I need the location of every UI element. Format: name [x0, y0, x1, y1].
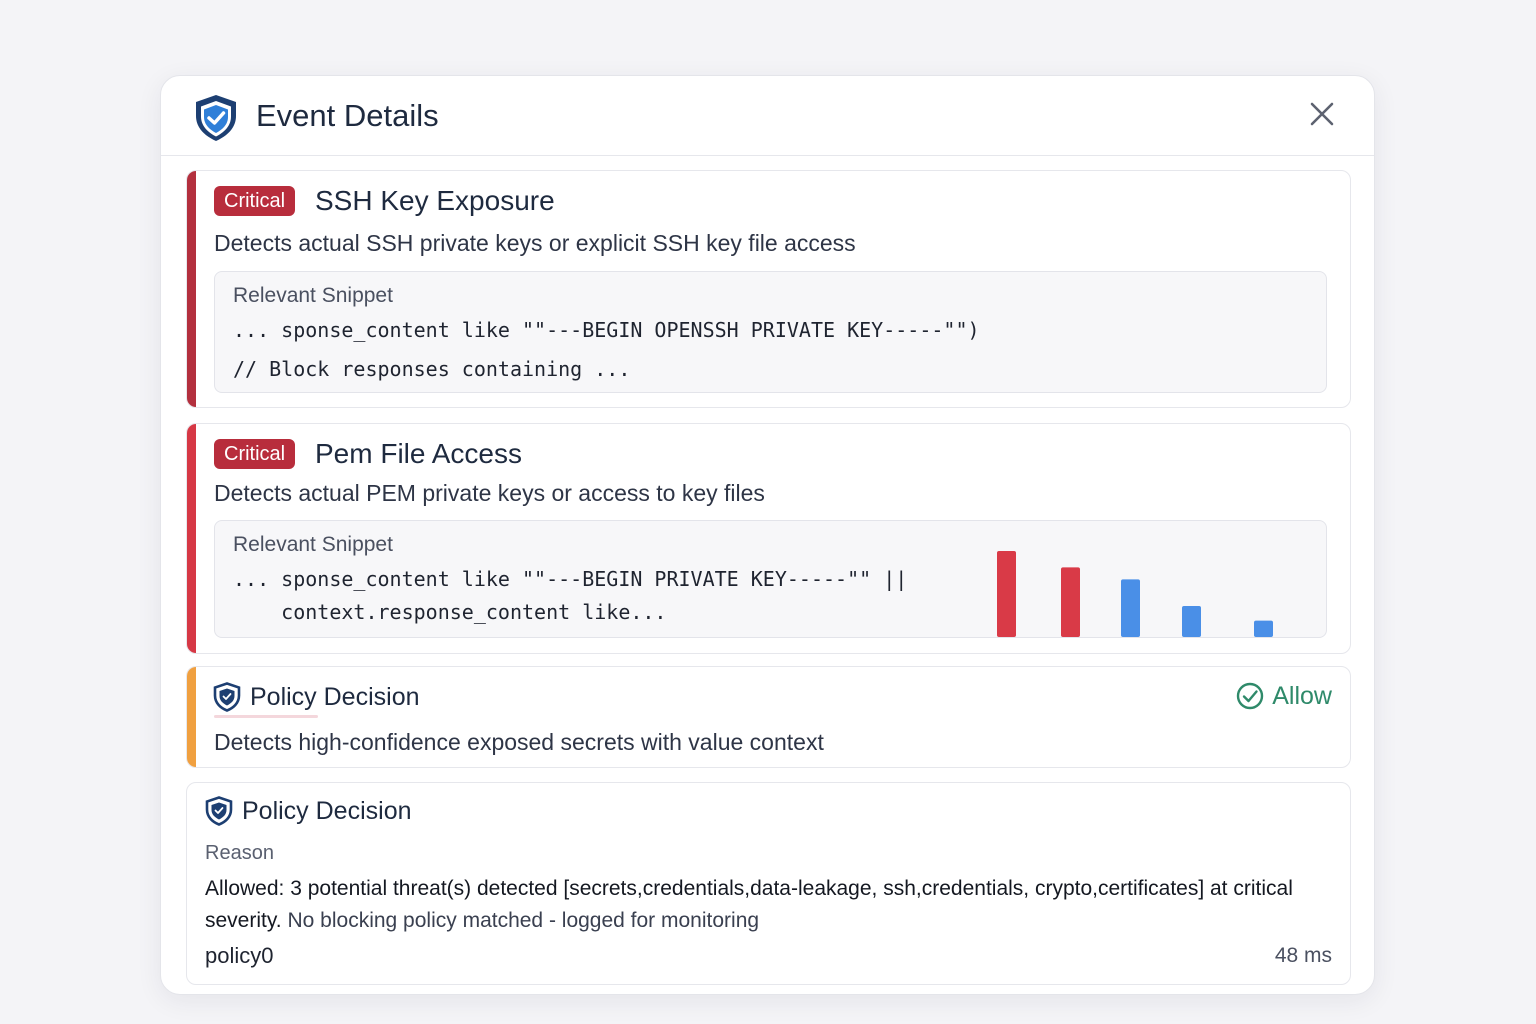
rule-title: SSH Key Exposure — [315, 185, 555, 216]
rule-description: Detects actual SSH private keys or expli… — [214, 230, 856, 256]
modal-header: Event Details — [161, 76, 1374, 156]
chart-bar-4 — [1182, 606, 1201, 637]
severity-accent — [187, 171, 196, 407]
shield-icon — [205, 796, 233, 826]
policy-decision-card[interactable]: Policy Decision Allow Detects high-confi… — [186, 666, 1351, 768]
severity-badge: Critical — [214, 186, 296, 216]
shield-icon — [196, 95, 236, 141]
snippet-line: ... sponse_content like ""---BEGIN OPENS… — [233, 318, 980, 342]
rule-title: Pem File Access — [315, 438, 522, 469]
snippet-line: ... sponse_content like ""---BEGIN PRIVA… — [233, 567, 908, 591]
code-snippet: Relevant Snippet ... sponse_content like… — [214, 520, 1327, 638]
reason-text: Allowed: 3 potential threat(s) detected … — [205, 873, 1345, 937]
severity-accent — [187, 424, 196, 653]
reason-detail: No blocking policy matched - logged for … — [287, 909, 760, 932]
snippet-line: context.response_content like... — [233, 600, 667, 624]
check-circle-icon — [1237, 682, 1264, 710]
chart-bar-5 — [1254, 620, 1273, 637]
modal-title: Event Details — [256, 98, 439, 133]
severity-bar-chart — [997, 551, 1273, 637]
reason-label: Reason — [205, 842, 274, 864]
event-details-modal: Event Details Critical SSH Key Exposure … — [160, 75, 1375, 995]
reason-summary: Allowed: 3 potential threat(s) detected … — [205, 877, 1293, 932]
snippet-line: // Block responses containing ... — [233, 357, 631, 381]
rule-card-pem-file-access[interactable]: Critical Pem File Access Detects actual … — [186, 423, 1351, 654]
shield-icon — [213, 682, 241, 712]
decision-status: Allow — [1236, 680, 1332, 712]
snippet-label: Relevant Snippet — [233, 533, 393, 556]
decision-accent — [187, 667, 196, 767]
code-snippet: Relevant Snippet ... sponse_content like… — [214, 271, 1327, 393]
section-title: Policy Decision — [242, 797, 412, 825]
decision-status-label: Allow — [1272, 682, 1332, 710]
snippet-label: Relevant Snippet — [233, 284, 393, 307]
decision-description: Detects high-confidence exposed secrets … — [214, 729, 824, 755]
severity-badge: Critical — [214, 439, 296, 469]
policy-summary-card: Policy Decision Reason Allowed: 3 potent… — [186, 782, 1351, 985]
rule-description: Detects actual PEM private keys or acces… — [214, 480, 765, 506]
policy-id: policy0 — [205, 943, 274, 968]
chart-bar-1 — [997, 551, 1016, 637]
title-underline — [214, 715, 318, 718]
close-icon[interactable] — [1306, 98, 1338, 130]
latency-value: 48 ms — [1274, 944, 1332, 967]
section-title: Policy Decision — [250, 683, 420, 711]
chart-bar-2 — [1061, 567, 1080, 637]
rule-card-ssh-key-exposure[interactable]: Critical SSH Key Exposure Detects actual… — [186, 170, 1351, 408]
chart-bar-3 — [1121, 579, 1140, 637]
